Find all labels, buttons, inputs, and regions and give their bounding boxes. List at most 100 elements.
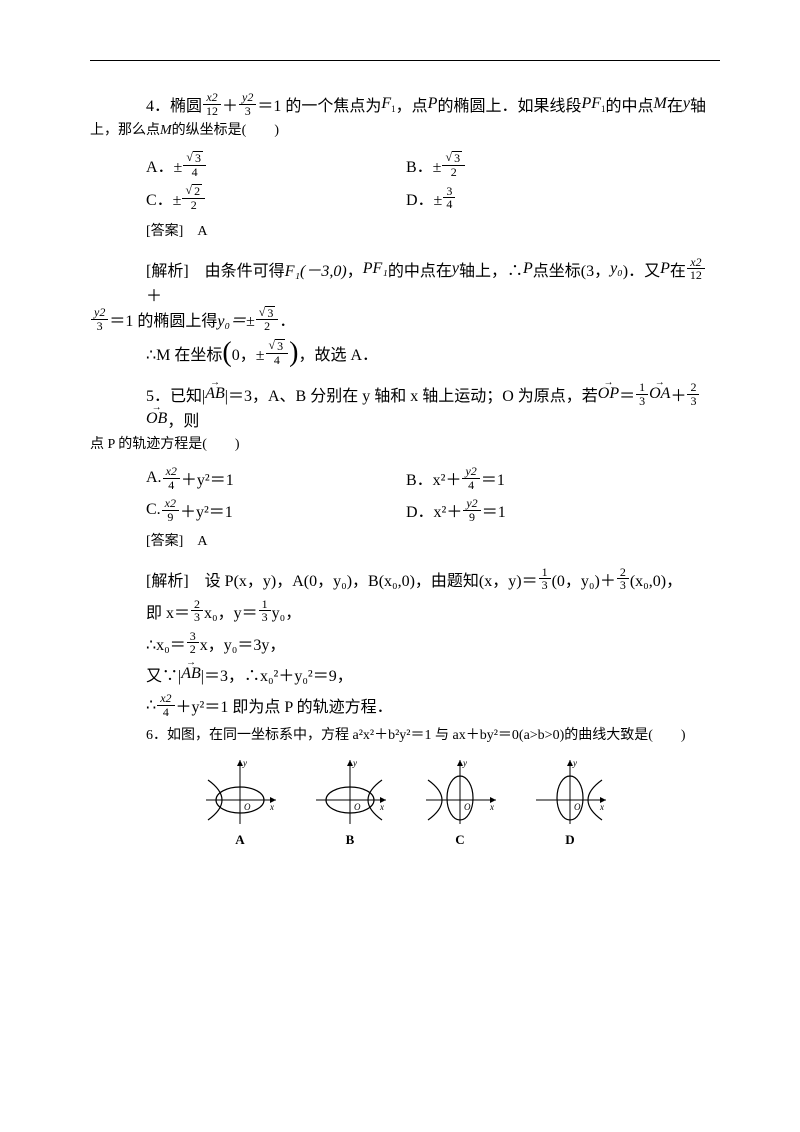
q5-opts-row1: A. x24 ＋y²＝1 B．x²＋ y24 ＝1 (90, 465, 720, 491)
q4-f2-num: y2 (242, 90, 253, 104)
vector-OA: →OA (649, 385, 670, 403)
q5-optB: B．x²＋ y24 ＝1 (406, 465, 505, 491)
arrow-icon: → (649, 377, 670, 388)
q4-PF: PF (581, 95, 601, 112)
q4-y0: y₀ (610, 260, 623, 278)
q4-optA: A．± √3 4 (146, 151, 406, 178)
q6-diagrams: y x O A y x O B y (90, 758, 720, 848)
top-rule (90, 60, 720, 61)
arrow-icon: → (146, 402, 167, 413)
q5-ana2tail: y₀， (272, 599, 302, 623)
sqrt-icon: √2 (185, 184, 202, 198)
q4-ana5: 点坐标(3， (533, 257, 610, 281)
q5-ana1-text: 设 P(x，y)，A(0，y₀)，B(x₀,0)，由题知(x，y)＝ (205, 567, 538, 591)
q6-diag-C: y x O C (420, 758, 500, 848)
q4-optA-frac: √3 4 (183, 151, 206, 178)
q5-ana2: 即 x＝ 23 x₀，y＝ 13 y₀， (90, 598, 720, 624)
vector-AB2: →AB (181, 665, 201, 683)
q4-ana3post: ，故选 A． (298, 341, 378, 365)
q5-optD-frac: y29 (463, 497, 480, 523)
vector-AB: →AB (205, 385, 225, 403)
q5-a1f2n: 2 (617, 566, 629, 580)
q4-P2: P (523, 260, 533, 278)
q5-optC: C. x29 ＋y²＝1 (146, 497, 406, 523)
q5-a2f2n: 1 (259, 598, 271, 612)
q4-P: P (428, 95, 438, 113)
sqrt-icon: √3 (269, 339, 286, 353)
q5-ana3tail: x，y₀＝3y， (200, 631, 286, 655)
q4-ana7: 在 (670, 257, 686, 281)
q5-ana4mid: |＝3，∴x₀²＋y₀²＝9， (201, 662, 353, 686)
q5-f2: 23 (687, 381, 699, 407)
q4-PF1b: PF₁ (363, 260, 388, 278)
svg-text:x: x (269, 802, 274, 812)
q4-ana-label: [解析] (146, 257, 205, 281)
q5-a2f1: 23 (191, 598, 203, 624)
q4-fa2d: 3 (94, 320, 106, 333)
q4-optC: C．± √2 2 (146, 184, 406, 211)
q4-frac1: x212 (203, 91, 221, 117)
q4-answer: [答案] A (90, 218, 720, 246)
q4-optB-pre: B．± (406, 153, 441, 177)
q5-a2f1d: 3 (191, 611, 203, 624)
q5-f1n: 1 (636, 381, 648, 395)
q5-ana1t2: (x₀,0)， (630, 567, 682, 591)
q4-ana-line2: y23 ＝1 的椭圆上得 y₀＝± √3 2 ． (90, 306, 720, 333)
q4-mid3: 的中点 (606, 92, 654, 116)
q4-mid5: 轴 (690, 92, 706, 116)
q4-ana2den: 2 (261, 320, 273, 333)
q5-stem-line2: 点 P 的轨迹方程是( ) (90, 431, 720, 459)
q4-mid2: 的椭圆上．如果线段 (437, 92, 581, 116)
q5-ana3: ∴x₀＝ 32 x，y₀＝3y， (90, 630, 720, 656)
q5-optD-den: 9 (466, 511, 478, 524)
q6-label-C: C (455, 832, 464, 848)
arrow-icon: → (205, 377, 225, 388)
q4-fa1n: x2 (690, 255, 701, 269)
q4-line2b: 的纵坐标是( ) (172, 117, 279, 145)
q4-M: M (654, 95, 667, 113)
q5-ana5tail: ＋y²＝1 即为点 P 的轨迹方程． (176, 693, 393, 717)
q4-ana-line3: ∴M 在坐标 ( 0，± √3 4 ) ，故选 A． (90, 339, 720, 367)
q4-ana3: 的中点在 (388, 257, 452, 281)
lparen-icon: ( (222, 339, 231, 367)
q5-optB-frac: y24 (462, 465, 479, 491)
q5-a1f1d: 3 (539, 579, 551, 592)
q5-optA: A. x24 ＋y²＝1 (146, 465, 406, 491)
q5-ana4: 又∵| →AB |＝3，∴x₀²＋y₀²＝9， (90, 662, 720, 686)
q5-a5f: x24 (157, 692, 174, 718)
q4-optB-frac: √3 2 (442, 151, 465, 178)
q4-coord-frac: √3 4 (266, 339, 289, 366)
q5-optB-tail: ＝1 (481, 466, 505, 490)
q4-ans-text: [答案] A (146, 218, 207, 246)
q5-a2f2d: 3 (259, 611, 271, 624)
q5-ana4pre: 又∵| (146, 662, 181, 686)
q5-f1: 13 (636, 381, 648, 407)
q4-stem-line1: 4．椭圆 x212 ＋ y23 ＝1 的一个焦点为 F1 ，点 P 的椭圆上．如… (90, 91, 720, 117)
q4-optD-den: 4 (443, 198, 455, 211)
vector-OB: →OB (146, 410, 167, 428)
q6-label-B: B (346, 832, 355, 848)
q5-ana1t: (0，y₀)＋ (552, 567, 616, 591)
q5-optD-pre: D．x²＋ (406, 498, 462, 522)
q5-opts-row2: C. x29 ＋y²＝1 D．x²＋ y29 ＝1 (90, 497, 720, 523)
sqrt-icon: √3 (445, 151, 462, 165)
q4-stem-line2: 上，那么点 M 的纵坐标是( ) (90, 117, 720, 145)
q4-ana1: 由条件可得 (205, 257, 285, 281)
q5-optD-tail: ＝1 (482, 498, 506, 522)
svg-text:O: O (464, 802, 471, 812)
q4-y: y (683, 95, 690, 113)
q4-period: ． (279, 307, 295, 331)
q4-coord: 0，± (232, 341, 265, 365)
q5-a1f1: 13 (539, 566, 551, 592)
q5-ana-label: [解析] (146, 567, 205, 591)
q6-diag-A: y x O A (200, 758, 280, 848)
q4-ana-line1: [解析] 由条件可得 F₁(－3,0) ， PF₁ 的中点在 y 轴上，∴ P … (90, 256, 720, 306)
q4-P3: P (660, 260, 670, 278)
q5-stem-line1: 5．已知| →AB |＝3， A、B 分别在 y 轴和 x 轴上运动；O 为原点… (90, 381, 720, 431)
svg-text:y: y (242, 758, 247, 768)
q4-plus: ＋ (222, 92, 238, 116)
q4-optB: B．± √3 2 (406, 151, 466, 178)
q5-a3fd: 2 (187, 643, 199, 656)
svg-text:x: x (489, 802, 494, 812)
vector-OP: →OP (598, 385, 619, 403)
